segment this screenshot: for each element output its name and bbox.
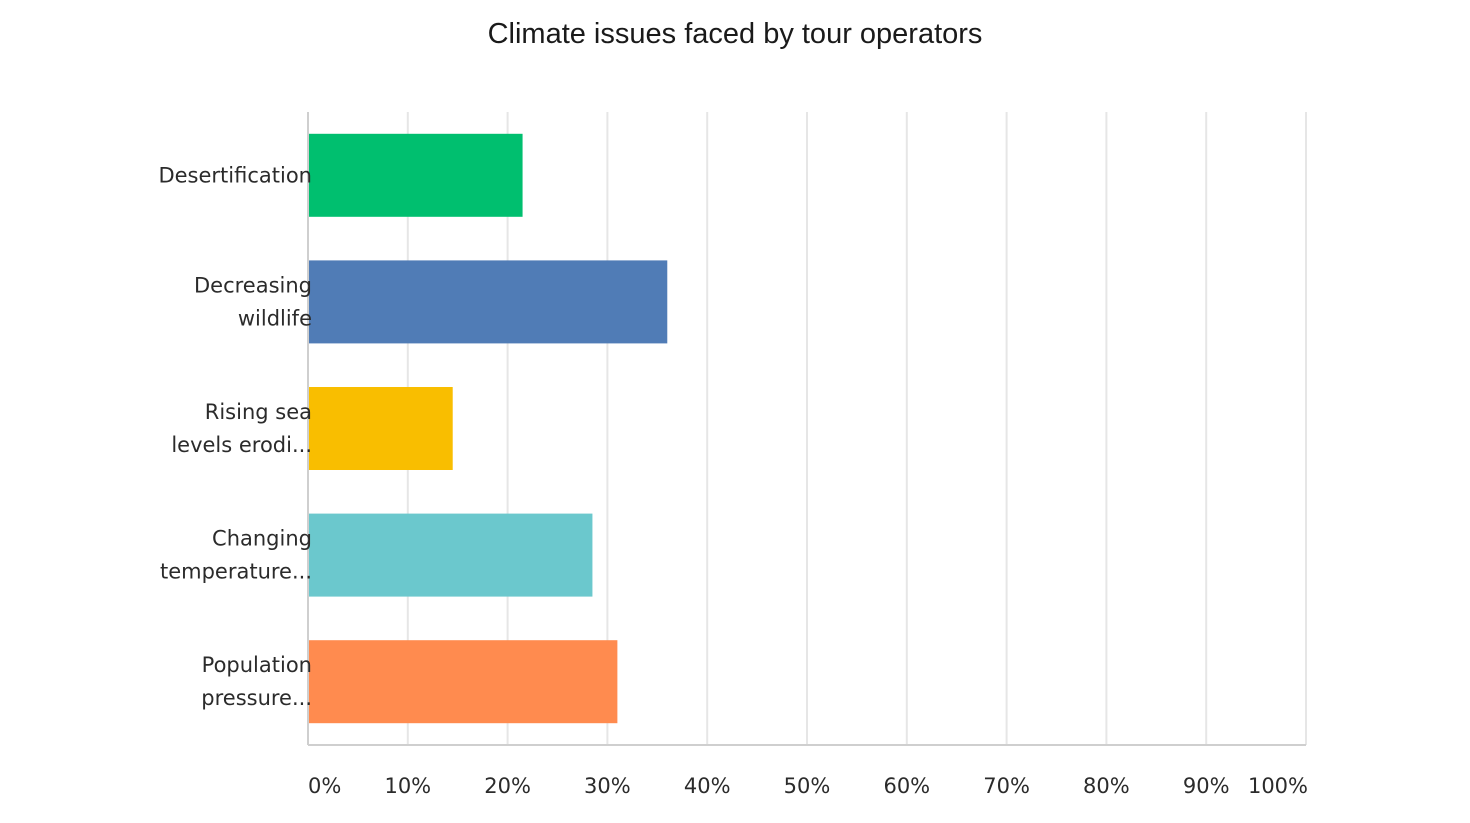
gridlines — [406, 112, 1307, 745]
x-tick-label: 10% — [384, 774, 431, 798]
x-tick-label: 0% — [308, 774, 341, 798]
bar — [308, 133, 523, 217]
bar — [308, 640, 618, 724]
x-tick-label: 100% — [1248, 774, 1308, 798]
x-tick-label: 30% — [584, 774, 631, 798]
bar — [308, 513, 593, 597]
category-label: Rising sea levels erodi... — [171, 400, 312, 457]
x-tick-label: 40% — [684, 774, 731, 798]
x-tick-label: 60% — [883, 774, 930, 798]
chart-title: Climate issues faced by tour operators — [487, 18, 983, 50]
x-tick-label: 50% — [784, 774, 831, 798]
x-tick-label: 90% — [1183, 774, 1230, 798]
category-label: Changing temperature... — [160, 527, 312, 584]
category-label: Desertification — [158, 163, 312, 187]
category-label: Decreasing wildlife — [194, 273, 312, 330]
category-label: Population pressure... — [201, 653, 312, 710]
bar — [308, 260, 668, 344]
x-tick-label: 70% — [983, 774, 1030, 798]
x-tick-labels: 0% 10% 20% 30% 40% 50% 60% 70% 80% 90% 100% — [308, 774, 1308, 798]
x-tick-label: 20% — [484, 774, 531, 798]
bar — [308, 387, 453, 470]
category-labels: Desertification Decreasing wildlife Rising … — [158, 163, 312, 710]
bars — [308, 133, 668, 724]
axes — [307, 112, 1306, 746]
x-tick-label: 80% — [1083, 774, 1130, 798]
